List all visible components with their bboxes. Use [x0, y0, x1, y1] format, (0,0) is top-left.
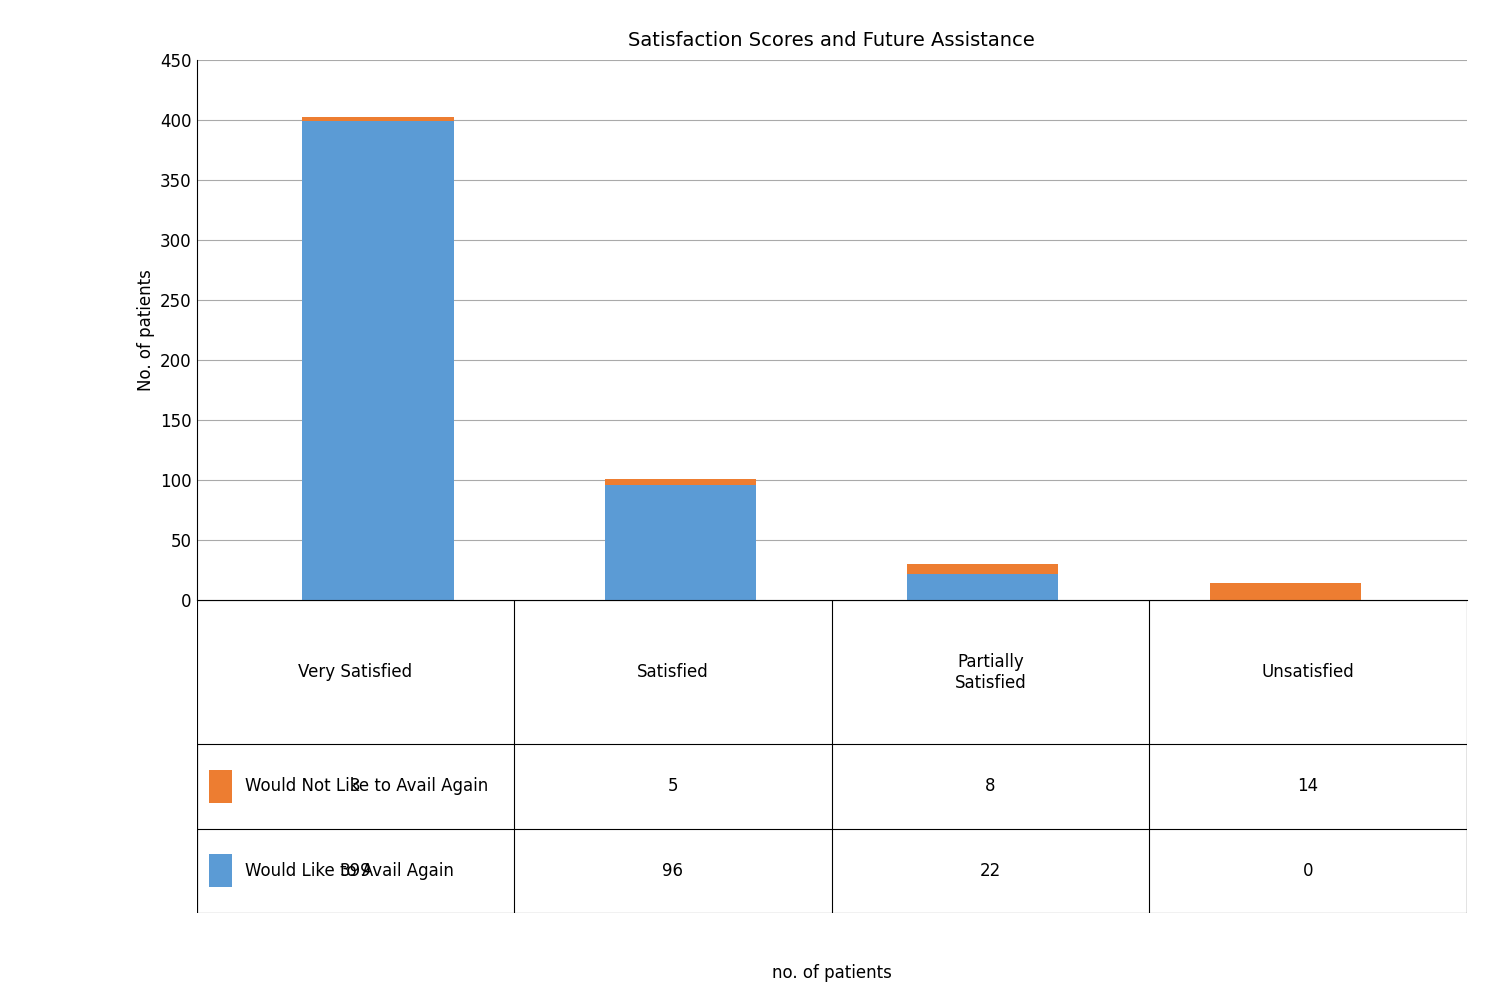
Text: 399: 399 [340, 862, 370, 880]
Text: 8: 8 [986, 778, 995, 796]
Bar [209, 770, 233, 804]
Title: Satisfaction Scores and Future Assistance: Satisfaction Scores and Future Assistanc… [627, 31, 1036, 50]
Text: 5: 5 [668, 778, 677, 796]
Text: Would Not Like to Avail Again: Would Not Like to Avail Again [245, 778, 488, 796]
Bar [1210, 583, 1361, 600]
Bar [302, 117, 454, 121]
Bar [302, 121, 454, 600]
Text: Would Like to Avail Again: Would Like to Avail Again [245, 862, 454, 880]
Text: Unsatisfied: Unsatisfied [1261, 664, 1355, 682]
Text: 22: 22 [980, 862, 1001, 880]
Text: 14: 14 [1297, 778, 1318, 796]
Bar [907, 564, 1058, 573]
Text: no. of patients: no. of patients [771, 964, 892, 982]
Bar [605, 485, 756, 600]
Bar [209, 854, 233, 888]
Text: 96: 96 [662, 862, 683, 880]
Text: 0: 0 [1303, 862, 1312, 880]
Y-axis label: No. of patients: No. of patients [136, 269, 154, 391]
Bar [907, 573, 1058, 600]
Text: Partially
Satisfied: Partially Satisfied [954, 653, 1027, 691]
Bar [605, 479, 756, 485]
Text: Very Satisfied: Very Satisfied [298, 664, 413, 682]
Text: Satisfied: Satisfied [637, 664, 709, 682]
Text: 3: 3 [349, 778, 361, 796]
